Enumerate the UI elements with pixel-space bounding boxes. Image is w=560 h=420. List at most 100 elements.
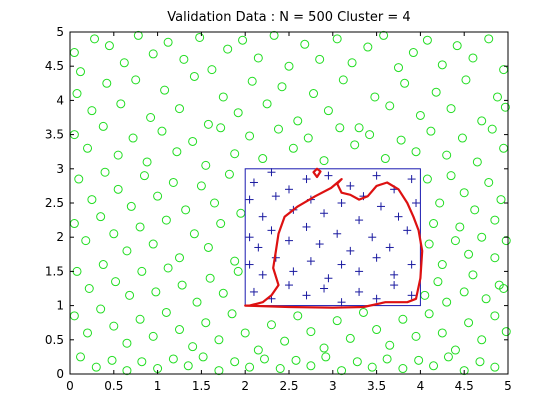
inside-point xyxy=(306,257,315,266)
inside-point xyxy=(245,195,254,204)
outside-point xyxy=(188,136,198,146)
outside-point xyxy=(306,361,316,371)
outside-point xyxy=(284,61,294,71)
inside-point xyxy=(320,284,329,293)
outside-point xyxy=(426,126,436,136)
outside-point xyxy=(205,273,215,283)
outside-point xyxy=(477,335,487,345)
outside-point xyxy=(345,333,355,343)
outside-point xyxy=(203,119,213,129)
outside-point xyxy=(230,149,240,159)
decision-boundary-2 xyxy=(312,167,322,179)
inside-point xyxy=(249,287,258,296)
inside-point xyxy=(258,270,267,279)
outside-point xyxy=(347,58,357,68)
outside-point xyxy=(385,340,395,350)
x-tick-label: 1 xyxy=(154,379,162,393)
outside-point xyxy=(332,316,342,326)
inside-point xyxy=(368,233,377,242)
inside-point xyxy=(333,229,342,238)
y-tick-label: 4 xyxy=(56,93,64,107)
outside-point xyxy=(461,75,471,85)
outside-point xyxy=(148,239,158,249)
outside-point xyxy=(175,325,184,335)
outside-point xyxy=(179,54,189,64)
y-tick-label: 4.5 xyxy=(45,59,64,73)
outside-point xyxy=(291,355,301,365)
outside-point xyxy=(457,133,467,143)
inside-point xyxy=(337,199,346,207)
outside-point xyxy=(337,366,347,376)
inside-point xyxy=(394,212,403,221)
outside-point xyxy=(175,253,184,263)
outside-point xyxy=(76,352,86,362)
outside-point xyxy=(411,331,421,341)
outside-point xyxy=(422,35,432,45)
y-tick-label: 2.5 xyxy=(45,196,64,210)
x-tick-label: 1.5 xyxy=(192,379,211,393)
inside-point xyxy=(390,281,399,290)
outside-point xyxy=(216,219,226,229)
outside-point xyxy=(424,239,434,249)
outside-point xyxy=(372,325,382,335)
outside-point xyxy=(163,263,173,273)
outside-point xyxy=(188,342,198,352)
outside-point xyxy=(477,116,487,126)
inside-point xyxy=(346,246,355,255)
outside-point xyxy=(201,160,211,170)
outside-point xyxy=(168,354,178,364)
inside-point xyxy=(346,181,355,190)
outside-point xyxy=(424,309,434,319)
outside-point xyxy=(195,32,205,42)
outside-point xyxy=(116,99,126,109)
outside-point xyxy=(370,92,380,102)
outside-point xyxy=(422,174,432,184)
inside-point xyxy=(267,226,276,235)
inside-point xyxy=(302,222,311,231)
outside-point xyxy=(277,82,287,92)
outside-point xyxy=(452,41,462,51)
inside-point xyxy=(285,236,293,245)
y-tick-label: 0.5 xyxy=(45,333,64,347)
outside-point xyxy=(380,154,390,164)
x-tick-label: 4 xyxy=(417,379,425,393)
inside-point xyxy=(267,168,276,177)
decision-boundary-1 xyxy=(244,178,424,309)
outside-point xyxy=(335,123,345,133)
outside-point xyxy=(464,249,474,259)
inside-point xyxy=(407,260,416,269)
y-tick-label: 1.5 xyxy=(45,264,64,278)
outside-point xyxy=(230,357,240,367)
y-tick-label: 5 xyxy=(56,25,64,39)
inside-point xyxy=(355,216,364,225)
outside-point xyxy=(102,78,112,88)
axes-frame xyxy=(69,31,509,375)
inside-point xyxy=(320,209,329,218)
outside-point xyxy=(111,277,121,287)
outside-point xyxy=(223,44,233,54)
outside-point xyxy=(459,366,469,376)
outside-point xyxy=(499,143,509,153)
inside-point xyxy=(407,175,416,184)
outside-point xyxy=(135,314,145,324)
inside-point xyxy=(285,281,293,290)
outside-point xyxy=(273,124,283,134)
outside-point xyxy=(332,34,342,44)
outside-point xyxy=(119,58,129,68)
inside-point xyxy=(372,253,381,262)
outside-point xyxy=(224,169,234,179)
outside-point xyxy=(459,188,469,198)
outside-point xyxy=(236,208,246,218)
outside-point xyxy=(122,246,132,256)
outside-point xyxy=(109,321,119,331)
outside-point xyxy=(280,336,290,346)
x-tick-label: 3 xyxy=(329,379,337,393)
outside-point xyxy=(196,181,206,191)
inside-point xyxy=(412,199,421,207)
outside-point xyxy=(233,108,243,118)
outside-point xyxy=(253,345,263,355)
outside-point xyxy=(189,229,199,239)
outside-point xyxy=(142,157,152,167)
inside-point xyxy=(337,298,346,307)
outside-point xyxy=(247,76,257,86)
